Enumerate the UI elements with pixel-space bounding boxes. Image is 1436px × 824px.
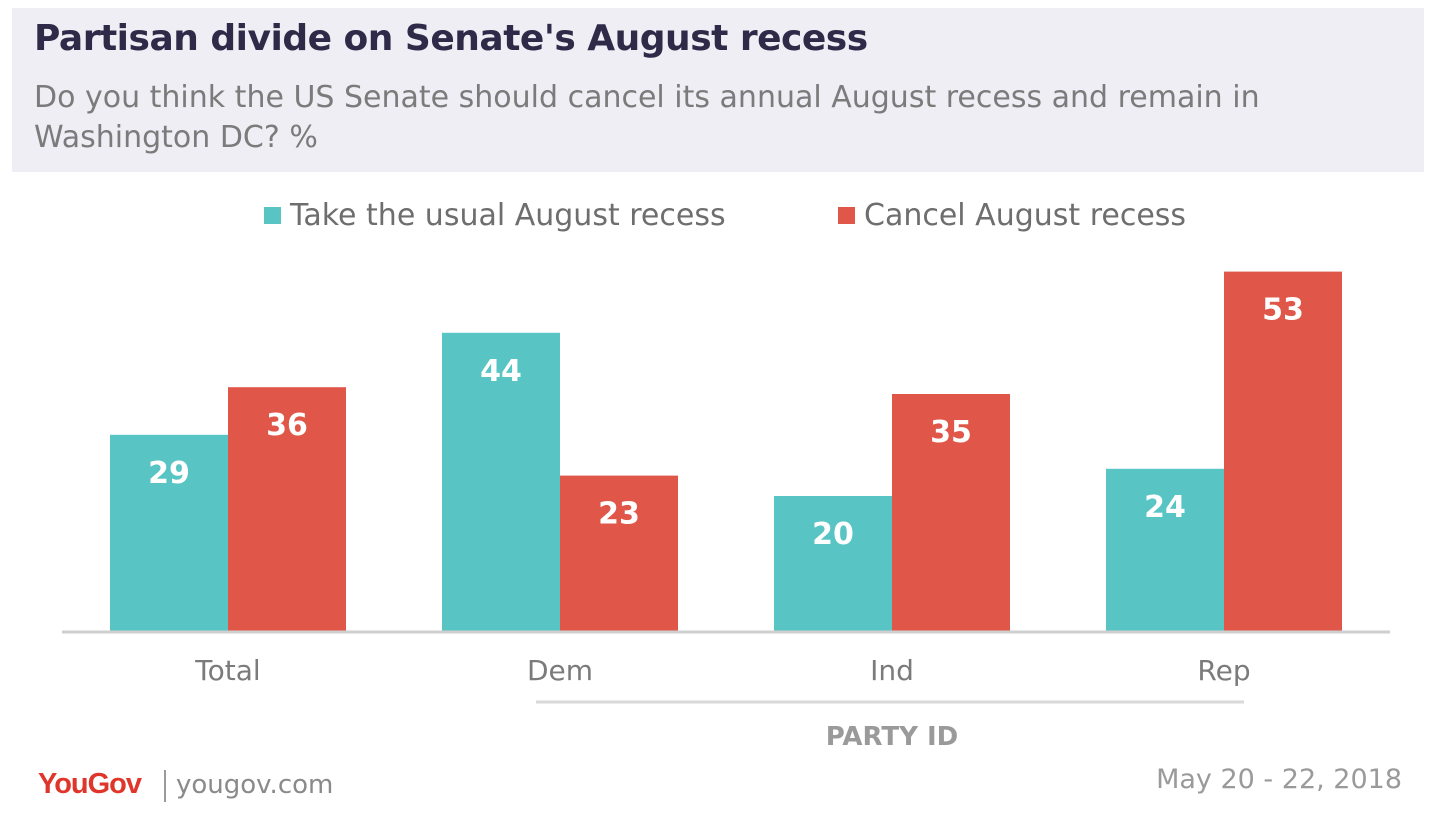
group-label-party-id: PARTY ID: [826, 722, 959, 752]
data-label-total-series2: 36: [266, 408, 308, 443]
bar-rep-series1: [1106, 468, 1224, 632]
legend-item-cancel-recess: Cancel August recess: [838, 198, 1186, 233]
legend-label-take-recess: Take the usual August recess: [290, 198, 726, 233]
chart-header: Partisan divide on Senate's August reces…: [12, 8, 1424, 172]
bar-ind-series2: [892, 394, 1010, 632]
data-label-rep-series1: 24: [1144, 490, 1186, 525]
bar-chart: 29 36 Total 44 23 Dem 20 35 Ind 24 53 Rep PARTY ID: [62, 271, 1390, 752]
x-tick-label-total: Total: [194, 654, 260, 687]
legend-label-cancel-recess: Cancel August recess: [864, 198, 1187, 233]
data-label-rep-series2: 53: [1262, 293, 1304, 328]
yougov-logo: YouGov: [38, 768, 142, 800]
footer-divider: [164, 770, 166, 802]
legend-swatch-cancel-recess: [838, 207, 855, 224]
data-label-dem-series1: 44: [480, 354, 522, 389]
bar-rep-series2: [1224, 271, 1342, 632]
chart-title: Partisan divide on Senate's August reces…: [34, 18, 868, 59]
chart-legend: Take the usual August recess Cancel Augu…: [0, 198, 1436, 242]
x-tick-label-ind: Ind: [870, 654, 914, 687]
data-label-dem-series2: 23: [598, 497, 640, 532]
bar-total-series1: [110, 434, 228, 632]
x-tick-label-dem: Dem: [527, 654, 593, 687]
footer-site: yougov.com: [176, 770, 334, 800]
legend-item-take-recess: Take the usual August recess: [264, 198, 726, 233]
legend-swatch-take-recess: [264, 207, 281, 224]
survey-date: May 20 - 22, 2018: [1156, 764, 1402, 795]
data-label-ind-series1: 20: [812, 517, 854, 552]
bar-ind-series1: [774, 496, 892, 632]
bar-dem-series2: [560, 475, 678, 632]
x-tick-label-rep: Rep: [1197, 654, 1250, 687]
bar-total-series2: [228, 387, 346, 632]
chart-subtitle: Do you think the US Senate should cancel…: [34, 80, 1260, 155]
data-label-ind-series2: 35: [930, 415, 972, 450]
data-label-total-series1: 29: [148, 456, 190, 491]
bar-dem-series1: [442, 332, 560, 632]
